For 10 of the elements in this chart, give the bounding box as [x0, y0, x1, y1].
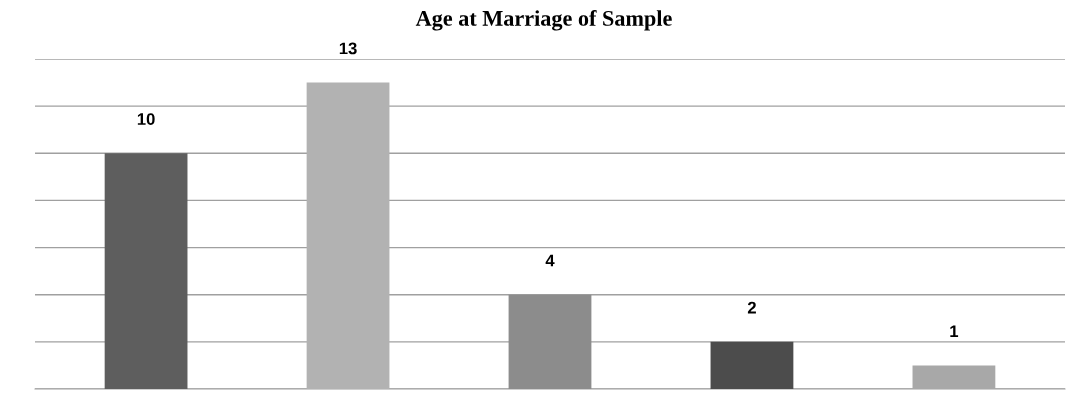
bar [710, 341, 794, 389]
data-label: 2 [747, 301, 756, 314]
bar [508, 294, 592, 389]
data-label: 1 [950, 325, 959, 337]
chart-title: Age at Marriage of Sample [415, 10, 672, 31]
bar [306, 82, 390, 389]
data-label: 4 [545, 254, 555, 267]
data-label: 13 [339, 42, 357, 55]
data-label: 10 [137, 113, 155, 125]
bar [104, 153, 188, 389]
